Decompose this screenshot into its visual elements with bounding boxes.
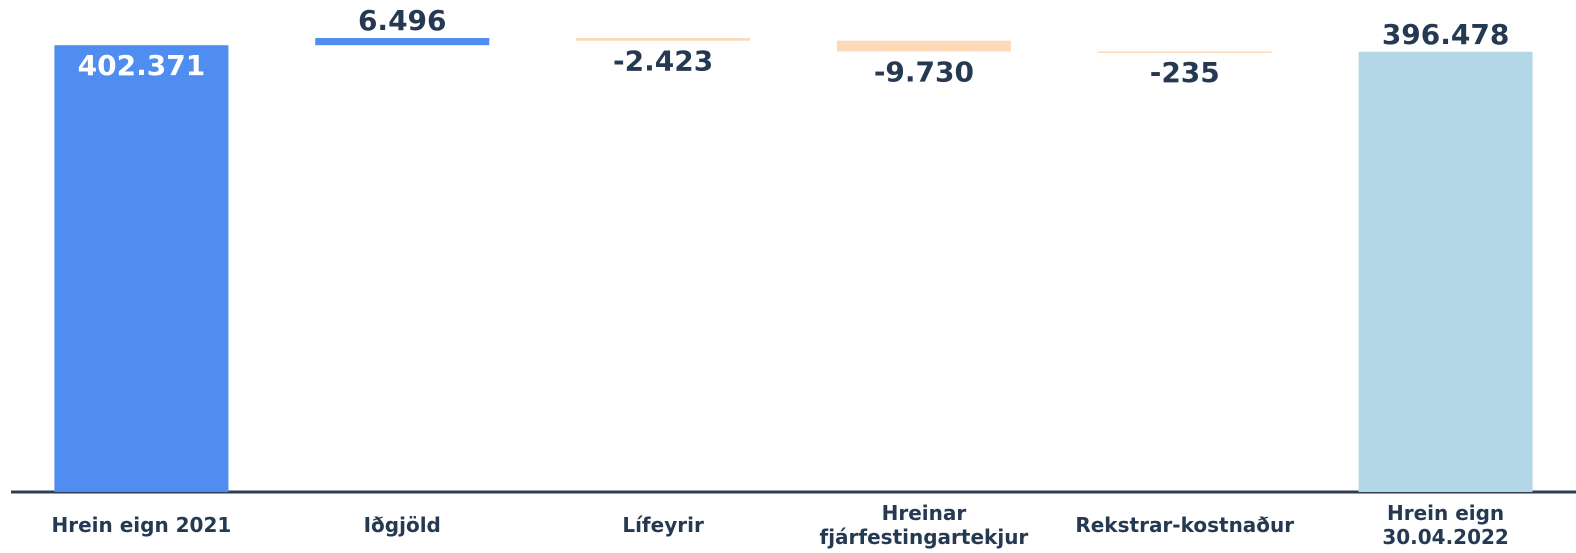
x-tick-label: Hreinar fjárfestingartekjur — [819, 500, 1029, 549]
bar — [1358, 51, 1533, 493]
value-label: -235 — [1150, 56, 1220, 89]
bar — [836, 40, 1011, 52]
bar — [576, 38, 751, 41]
bar — [315, 38, 490, 46]
x-tick-label: Iðgjöld — [363, 512, 441, 537]
bar — [1097, 51, 1272, 53]
value-label: 6.496 — [358, 4, 447, 37]
value-label: 402.371 — [78, 49, 206, 82]
value-label: 396.478 — [1382, 18, 1510, 51]
x-tick-label: Rekstrar-kostnaður — [1075, 512, 1295, 537]
value-label: -2.423 — [613, 45, 713, 78]
bar — [54, 45, 229, 492]
value-label: -9.730 — [874, 55, 974, 88]
x-tick-label: Hrein eign 30.04.2022 — [1382, 500, 1509, 549]
x-tick-label: Lífeyrir — [622, 512, 704, 537]
x-tick-label: Hrein eign 2021 — [51, 512, 232, 537]
